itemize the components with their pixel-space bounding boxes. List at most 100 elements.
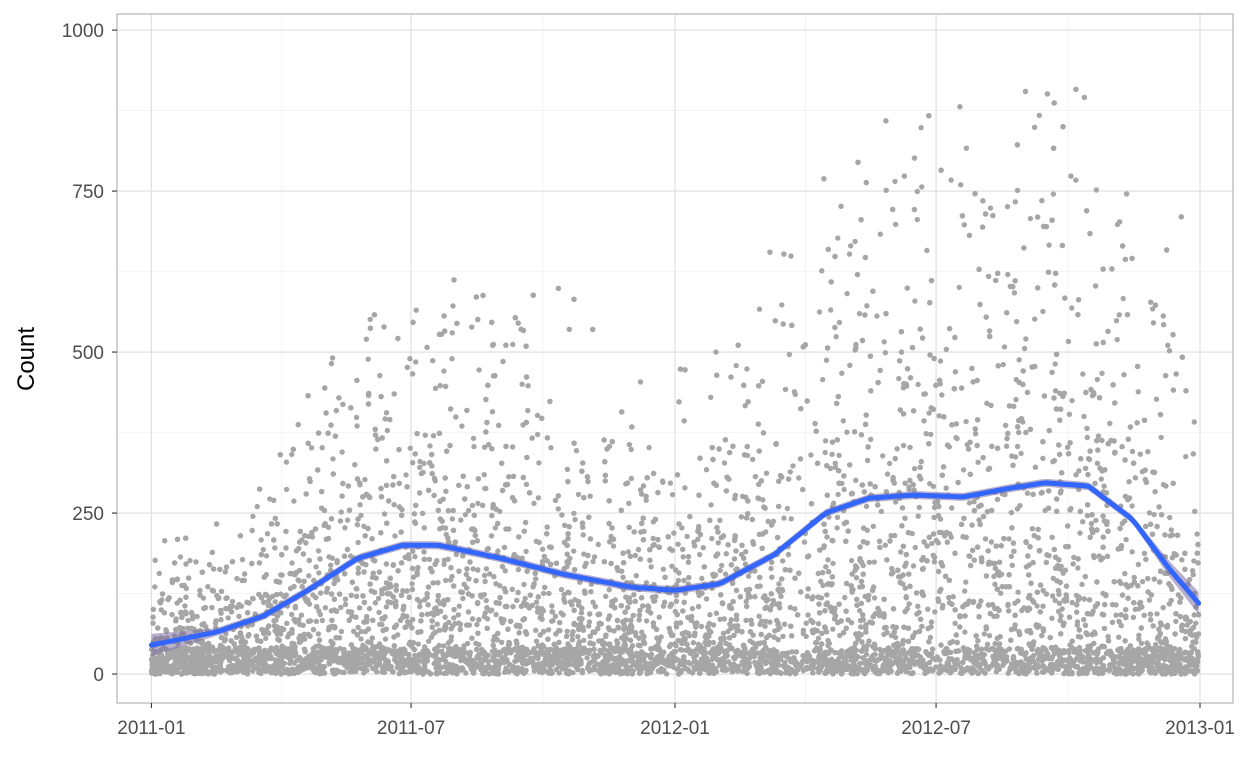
data-point xyxy=(632,552,638,559)
data-point xyxy=(1074,609,1080,615)
data-point xyxy=(566,524,572,530)
data-point xyxy=(916,504,922,511)
data-point xyxy=(927,634,934,641)
data-point xyxy=(892,634,899,641)
data-point xyxy=(628,475,635,482)
data-point xyxy=(710,622,717,628)
data-point xyxy=(365,356,371,362)
data-point xyxy=(384,427,391,434)
data-point xyxy=(823,564,829,570)
data-point xyxy=(626,500,632,506)
data-point xyxy=(925,606,931,612)
data-point xyxy=(1105,328,1111,334)
data-point xyxy=(659,478,666,484)
data-point xyxy=(521,528,527,534)
data-point xyxy=(783,670,789,676)
data-point xyxy=(486,671,493,677)
data-point xyxy=(896,375,902,382)
data-point xyxy=(355,539,361,546)
data-point xyxy=(476,642,482,648)
data-point xyxy=(539,546,546,552)
data-point xyxy=(846,251,853,257)
data-point xyxy=(260,546,266,553)
data-point xyxy=(377,372,383,379)
data-point xyxy=(952,369,959,375)
data-point xyxy=(533,599,540,605)
data-point xyxy=(1049,593,1056,599)
data-point xyxy=(715,540,721,546)
data-point xyxy=(1124,312,1131,318)
data-point xyxy=(816,309,823,315)
data-point xyxy=(1160,322,1167,328)
data-point xyxy=(849,589,855,595)
data-point xyxy=(1191,558,1197,564)
data-point xyxy=(1193,620,1199,626)
data-point xyxy=(987,205,994,211)
data-point xyxy=(914,216,920,223)
data-point xyxy=(549,603,555,609)
data-point xyxy=(510,473,517,479)
data-point xyxy=(407,356,413,362)
data-point xyxy=(829,451,835,457)
data-point xyxy=(1066,411,1073,417)
data-point xyxy=(912,298,918,304)
data-point xyxy=(1136,632,1142,638)
data-point xyxy=(852,567,858,574)
data-point xyxy=(1012,199,1018,205)
data-point xyxy=(933,537,939,544)
data-point xyxy=(1191,612,1197,618)
data-point xyxy=(525,383,531,389)
data-point xyxy=(900,385,907,391)
data-point xyxy=(319,617,326,624)
data-point xyxy=(894,446,900,452)
data-point xyxy=(550,618,556,624)
data-point xyxy=(584,655,590,661)
data-point xyxy=(984,400,990,406)
data-point xyxy=(858,624,864,630)
data-point xyxy=(564,466,571,472)
data-point xyxy=(185,617,191,624)
data-point xyxy=(1137,451,1144,457)
data-point xyxy=(637,379,644,385)
data-point xyxy=(1077,530,1083,536)
data-point xyxy=(847,362,853,368)
data-point xyxy=(903,669,909,675)
data-point xyxy=(719,562,725,569)
data-point xyxy=(152,557,158,563)
data-point xyxy=(298,612,305,618)
data-point xyxy=(1129,549,1135,555)
data-point xyxy=(844,290,850,297)
data-point xyxy=(827,465,834,472)
data-point xyxy=(581,637,587,643)
data-point xyxy=(633,573,639,579)
data-point xyxy=(820,376,826,383)
data-point xyxy=(303,540,309,546)
data-point xyxy=(1093,187,1100,193)
data-point xyxy=(603,593,609,600)
data-point xyxy=(1050,191,1057,197)
data-point xyxy=(1024,490,1031,496)
data-point xyxy=(950,594,956,600)
data-point xyxy=(822,449,828,456)
data-point xyxy=(258,537,264,543)
data-point xyxy=(892,221,899,228)
data-point xyxy=(960,467,967,473)
data-point xyxy=(417,464,423,470)
data-point xyxy=(637,487,644,493)
data-point xyxy=(353,414,360,421)
data-point xyxy=(747,638,753,644)
data-point xyxy=(721,460,728,466)
data-point xyxy=(1135,561,1142,568)
data-point xyxy=(250,513,256,520)
data-point xyxy=(156,570,162,577)
data-point xyxy=(464,640,471,647)
data-point xyxy=(363,336,370,342)
data-point xyxy=(1013,318,1020,325)
data-point xyxy=(896,654,903,660)
data-point xyxy=(648,564,654,570)
data-point xyxy=(205,584,211,590)
data-point xyxy=(643,618,650,624)
data-point xyxy=(781,621,788,627)
data-point xyxy=(803,633,809,640)
